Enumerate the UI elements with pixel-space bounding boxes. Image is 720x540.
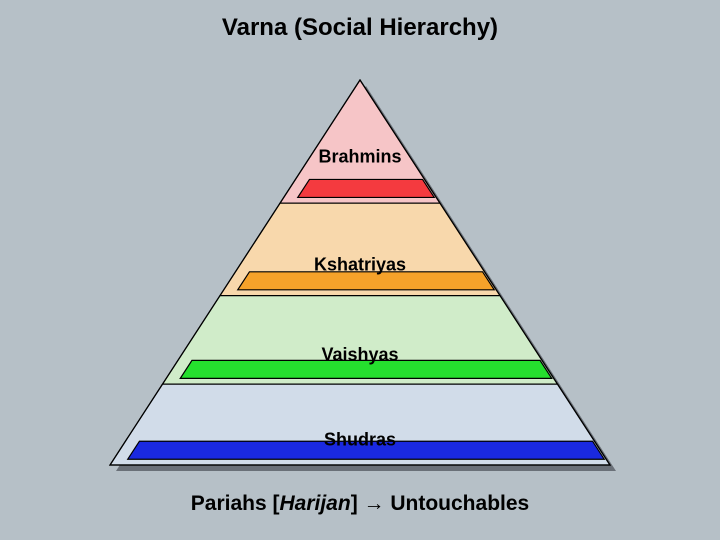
caption-suffix: Untouchables bbox=[385, 492, 530, 515]
pyramid-level-label: Kshatriyas bbox=[314, 254, 406, 275]
pyramid-level-label: Vaishyas bbox=[321, 345, 398, 366]
caption-em: Harijan bbox=[280, 492, 351, 515]
caption: Pariahs [Harijan] → Untouchables bbox=[0, 492, 720, 516]
pyramid-level-label: Shudras bbox=[324, 429, 396, 450]
pyramid-level-label: Brahmins bbox=[318, 147, 401, 168]
caption-arrow: → bbox=[364, 492, 385, 515]
pyramid-level-accent bbox=[298, 179, 435, 197]
caption-mid: ] bbox=[351, 492, 364, 515]
caption-prefix: Pariahs [ bbox=[191, 492, 280, 515]
